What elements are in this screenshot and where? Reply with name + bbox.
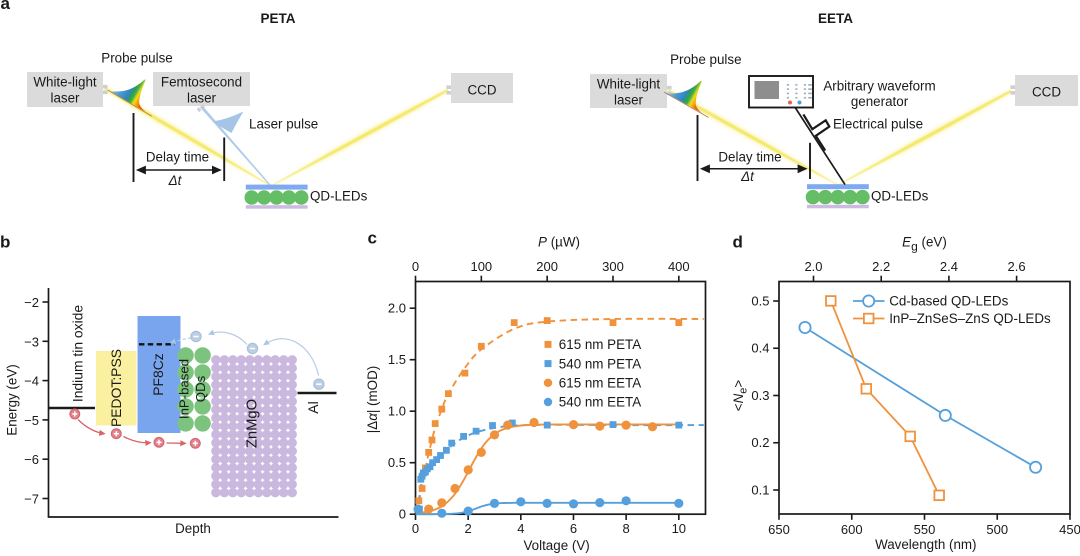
svg-text:d: d	[733, 233, 743, 252]
svg-text:8: 8	[623, 521, 630, 536]
svg-text:InP-based: InP-based	[177, 359, 192, 419]
svg-text:0.2: 0.2	[751, 435, 769, 450]
svg-text:2.2: 2.2	[872, 259, 890, 274]
svg-text:300: 300	[602, 259, 624, 274]
svg-text:615 nm PETA: 615 nm PETA	[559, 337, 641, 352]
svg-text:P (µW): P (µW)	[538, 235, 580, 250]
svg-text:0: 0	[399, 507, 406, 522]
svg-text:0.1: 0.1	[751, 482, 769, 497]
svg-text:2: 2	[465, 521, 472, 536]
svg-text:0.5: 0.5	[388, 455, 406, 470]
svg-text:laser: laser	[50, 91, 80, 106]
svg-text:QDs: QDs	[193, 375, 208, 402]
svg-text:Δt: Δt	[740, 169, 755, 184]
svg-text:4: 4	[517, 521, 524, 536]
svg-text:−2: −2	[24, 295, 39, 310]
svg-text:laser: laser	[614, 93, 644, 108]
svg-text:QD-LEDs: QD-LEDs	[310, 189, 368, 204]
svg-text:600: 600	[841, 522, 863, 537]
svg-text:Cd-based QD-LEDs: Cd-based QD-LEDs	[889, 294, 1008, 309]
svg-text:laser: laser	[187, 91, 217, 106]
svg-text:540 nm EETA: 540 nm EETA	[559, 395, 641, 410]
svg-text:Wavelength (nm): Wavelength (nm)	[875, 537, 976, 552]
svg-text:Al: Al	[305, 401, 321, 413]
svg-text:White-light: White-light	[33, 75, 97, 90]
svg-text:PEDOT:PSS: PEDOT:PSS	[108, 349, 124, 427]
svg-text:Probe pulse: Probe pulse	[670, 52, 741, 67]
svg-text:Probe pulse: Probe pulse	[101, 51, 172, 66]
svg-text:ZnMgO: ZnMgO	[245, 399, 261, 448]
svg-text:Depth: Depth	[175, 521, 211, 536]
svg-text:CCD: CCD	[1032, 85, 1061, 100]
svg-text:0.3: 0.3	[751, 388, 769, 403]
svg-text:Delay time: Delay time	[146, 150, 209, 165]
svg-text:1.0: 1.0	[388, 404, 406, 419]
svg-text:a: a	[1, 0, 11, 13]
svg-text:2.6: 2.6	[1008, 259, 1026, 274]
svg-text:6: 6	[570, 521, 577, 536]
svg-text:EETA: EETA	[818, 11, 853, 26]
svg-text:Energy (eV): Energy (eV)	[5, 364, 20, 435]
svg-text:CCD: CCD	[467, 83, 496, 98]
svg-text:b: b	[0, 233, 10, 252]
svg-text:1.5: 1.5	[388, 352, 406, 367]
svg-text:10: 10	[672, 521, 686, 536]
svg-text:InP–ZnSeS–ZnS QD-LEDs: InP–ZnSeS–ZnS QD-LEDs	[889, 311, 1051, 326]
svg-text:650: 650	[768, 522, 790, 537]
svg-text:−5: −5	[24, 413, 39, 428]
svg-text:Voltage (V): Voltage (V)	[523, 538, 589, 553]
svg-text:Laser pulse: Laser pulse	[249, 117, 318, 132]
svg-text:0: 0	[412, 521, 419, 536]
svg-text:−4: −4	[24, 374, 39, 389]
svg-text:|Δα| (mOD): |Δα| (mOD)	[365, 366, 380, 433]
svg-text:2.4: 2.4	[940, 259, 958, 274]
svg-text:2.0: 2.0	[388, 301, 406, 316]
svg-text:Eg (eV): Eg (eV)	[902, 235, 947, 254]
svg-text:500: 500	[986, 522, 1008, 537]
svg-text:615 nm EETA: 615 nm EETA	[559, 376, 641, 391]
svg-text:c: c	[368, 229, 377, 248]
svg-text:−7: −7	[24, 492, 39, 507]
svg-text:−6: −6	[24, 452, 39, 467]
svg-text:200: 200	[536, 259, 558, 274]
svg-text:0: 0	[412, 259, 419, 274]
svg-text:400: 400	[668, 259, 690, 274]
svg-text:PF8Cz: PF8Cz	[150, 353, 166, 396]
svg-text:Δt: Δt	[168, 173, 183, 188]
svg-text:PETA: PETA	[260, 11, 295, 26]
svg-text:550: 550	[914, 522, 936, 537]
svg-text:generator: generator	[851, 94, 909, 109]
svg-text:Femtosecond: Femtosecond	[161, 75, 242, 90]
svg-text:<Ne>: <Ne>	[731, 380, 749, 412]
svg-text:−3: −3	[24, 334, 39, 349]
svg-text:Delay time: Delay time	[718, 150, 781, 165]
svg-text:Electrical pulse: Electrical pulse	[833, 116, 923, 131]
svg-text:Indium tin oxide: Indium tin oxide	[70, 305, 86, 403]
svg-text:QD-LEDs: QD-LEDs	[871, 189, 929, 204]
svg-text:540 nm PETA: 540 nm PETA	[559, 356, 641, 371]
svg-text:0.5: 0.5	[751, 293, 769, 308]
svg-text:2.0: 2.0	[804, 259, 822, 274]
svg-text:Arbitrary waveform: Arbitrary waveform	[823, 78, 935, 93]
svg-text:0.4: 0.4	[751, 341, 769, 356]
svg-text:White-light: White-light	[597, 77, 661, 92]
svg-text:100: 100	[470, 259, 492, 274]
svg-text:450: 450	[1059, 522, 1080, 537]
